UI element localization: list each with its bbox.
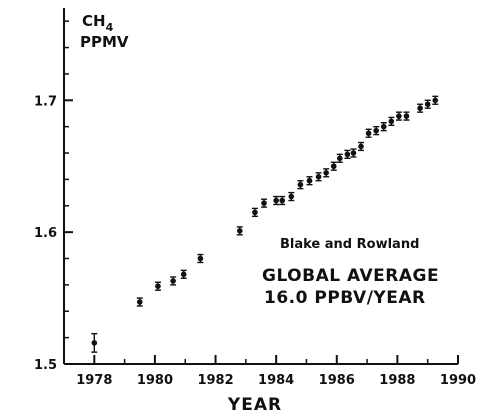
data-marker xyxy=(288,193,295,200)
data-marker xyxy=(417,105,423,112)
data-point xyxy=(336,153,343,163)
data-marker xyxy=(297,181,304,188)
data-marker xyxy=(273,197,279,204)
data-marker xyxy=(323,170,329,176)
y-tick-label: 1.7 xyxy=(34,94,57,109)
data-marker xyxy=(432,97,439,104)
x-tick-label: 1990 xyxy=(440,373,476,388)
x-tick-label: 1980 xyxy=(137,373,173,388)
x-tick-label: 1982 xyxy=(197,373,233,388)
data-point xyxy=(417,103,424,113)
data-marker xyxy=(344,151,351,158)
data-marker xyxy=(365,130,372,137)
data-point xyxy=(350,148,357,158)
data-point xyxy=(358,141,365,152)
data-marker xyxy=(180,271,187,278)
data-marker xyxy=(350,150,357,156)
data-marker xyxy=(337,155,343,162)
data-point xyxy=(323,168,330,178)
data-point xyxy=(136,297,143,307)
data-point xyxy=(170,276,177,286)
data-marker xyxy=(236,228,243,234)
data-marker xyxy=(358,143,364,150)
data-point xyxy=(279,195,286,206)
x-tick-label: 1984 xyxy=(258,373,294,388)
y-axis-label-subscript: 4 xyxy=(106,21,114,34)
annotation-rate: 16.0 PPBV/YEAR xyxy=(264,288,426,308)
data-marker xyxy=(136,299,143,305)
data-point xyxy=(388,116,395,127)
data-point xyxy=(365,128,372,138)
data-marker xyxy=(330,163,337,170)
data-point xyxy=(197,253,204,264)
data-point xyxy=(261,198,268,208)
data-point xyxy=(251,207,258,218)
data-point xyxy=(432,95,439,105)
data-point xyxy=(288,191,295,202)
data-marker xyxy=(170,278,176,284)
y-tick-label: 1.6 xyxy=(34,226,57,241)
data-point xyxy=(380,122,387,132)
y-axis-label-ch: CH4 xyxy=(82,12,114,34)
data-point xyxy=(344,149,351,160)
data-marker xyxy=(155,283,161,290)
data-point xyxy=(330,161,337,171)
y-axis-label-units: PPMV xyxy=(80,33,129,51)
data-marker xyxy=(388,118,395,125)
data-point xyxy=(306,176,313,186)
data-point xyxy=(236,226,243,236)
data-marker xyxy=(380,123,387,130)
data-marker xyxy=(373,127,379,134)
data-marker xyxy=(403,113,410,119)
data-point xyxy=(154,281,161,291)
data-marker xyxy=(279,197,286,204)
data-marker xyxy=(197,255,204,262)
ticks: 1.5 1.6 1.7 1978 1980 1982 1984 1986 1988 1990 xyxy=(34,20,476,388)
data-marker xyxy=(261,200,267,206)
data-marker xyxy=(424,101,431,108)
data-marker xyxy=(91,340,98,346)
data-marker xyxy=(396,113,402,119)
data-marker xyxy=(252,209,258,216)
data-point xyxy=(403,111,410,121)
data-point xyxy=(297,180,304,190)
y-tick-label: 1.5 xyxy=(34,358,57,373)
data-point xyxy=(91,332,98,353)
data-point xyxy=(373,125,380,136)
data-point xyxy=(395,111,402,121)
data-points xyxy=(91,95,439,353)
data-point xyxy=(315,172,322,182)
data-point xyxy=(180,269,187,279)
data-marker xyxy=(315,173,322,180)
data-point xyxy=(424,99,431,109)
annotation-credit: Blake and Rowland xyxy=(280,237,419,252)
x-tick-label: 1988 xyxy=(379,373,415,388)
annotation-global-average: GLOBAL AVERAGE xyxy=(262,266,439,286)
y-axis-label-ch-text: CH xyxy=(82,12,106,30)
data-point xyxy=(273,195,280,206)
x-tick-label: 1978 xyxy=(76,373,112,388)
x-axis-label: YEAR xyxy=(227,395,282,415)
x-tick-label: 1986 xyxy=(319,373,355,388)
axes xyxy=(63,8,458,365)
data-marker xyxy=(306,177,313,184)
